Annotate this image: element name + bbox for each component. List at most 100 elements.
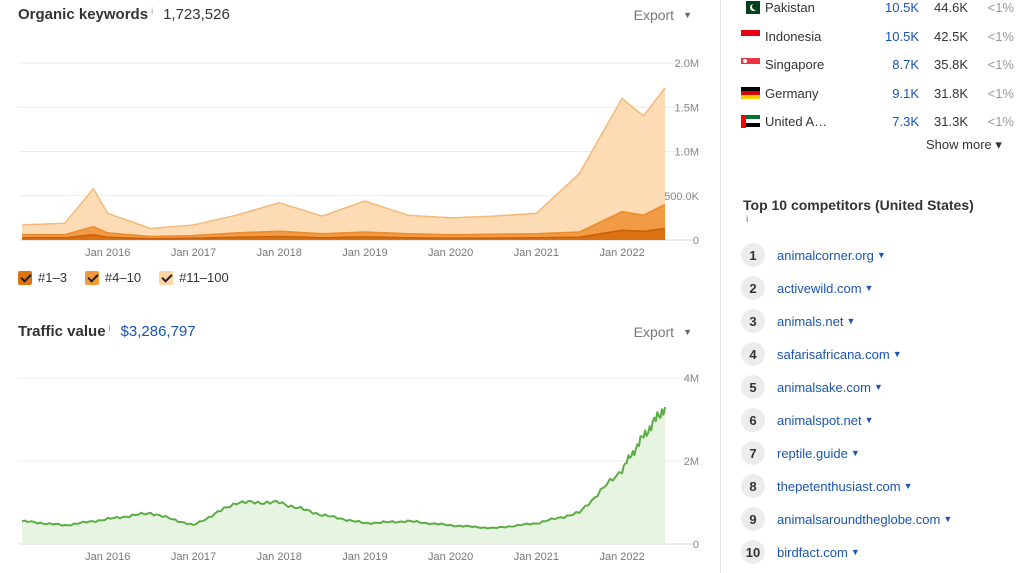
organic-keywords-value: 1,723,526 [163, 6, 230, 23]
legend-label: #1–3 [38, 270, 67, 285]
country-name: United A… [765, 113, 828, 129]
organic-x-tick-label: Jan 2016 [85, 247, 130, 259]
competitor-rank: 9 [741, 507, 765, 531]
chevron-down-icon[interactable]: ▼ [864, 415, 874, 425]
country-share: <1% [987, 0, 1014, 15]
traffic-value-header: Traffic value i $3,286,797 [18, 323, 196, 340]
traffic-y-tick-label: 4M [684, 373, 699, 385]
traffic-x-tick-label: Jan 2017 [171, 551, 216, 563]
competitor-domain-link[interactable]: animalcorner.org [777, 247, 874, 263]
competitor-row: 10 birdfact.com ▼ [741, 539, 860, 565]
traffic-value-title: Traffic value [18, 323, 106, 340]
country-keywords: 42.5K [934, 28, 968, 44]
series-4-10-line [22, 203, 666, 238]
show-more-button[interactable]: Show more ▾ [926, 137, 1002, 152]
competitor-row: 1 animalcorner.org ▼ [741, 242, 886, 268]
right-panel: Pakistan 10.5K 44.6K <1% Indonesia 10.5K 42.5K… [721, 0, 1024, 573]
competitor-row: 8 thepetenthusiast.com ▼ [741, 473, 913, 499]
traffic-x-tick-label: Jan 2018 [257, 551, 302, 563]
competitor-domain-link[interactable]: animalsake.com [777, 379, 871, 395]
traffic-y-tick-label: 0 [693, 539, 699, 551]
flag-icon-de [741, 86, 760, 100]
competitor-row: 6 animalspot.net ▼ [741, 407, 873, 433]
chevron-down-icon: ▼ [683, 327, 692, 337]
country-row: Indonesia 10.5K 42.5K <1% [741, 24, 1021, 48]
traffic-value-amount: $3,286,797 [120, 323, 196, 340]
traffic-export-button[interactable]: Export ▼ [634, 324, 692, 340]
chevron-down-icon[interactable]: ▼ [903, 481, 913, 491]
competitor-rank: 5 [741, 375, 765, 399]
legend-label: #11–100 [179, 270, 229, 285]
chevron-down-icon[interactable]: ▼ [846, 316, 856, 326]
organic-export-button[interactable]: Export ▼ [634, 7, 692, 23]
chevron-down-icon[interactable]: ▼ [892, 349, 902, 359]
competitor-rank: 8 [741, 474, 765, 498]
flag-icon-id [741, 29, 760, 43]
country-row: United A… 7.3K 31.3K <1% [741, 109, 1021, 133]
legend-item[interactable]: #1–3 [18, 270, 67, 285]
country-traffic[interactable]: 10.5K [885, 0, 919, 15]
organic-y-tick-label: 2.0M [675, 58, 699, 70]
chevron-down-icon[interactable]: ▼ [850, 448, 860, 458]
competitor-rank: 10 [741, 540, 765, 564]
competitor-rank: 7 [741, 441, 765, 465]
chevron-down-icon[interactable]: ▼ [876, 250, 886, 260]
country-traffic[interactable]: 7.3K [892, 113, 919, 129]
legend-label: #4–10 [104, 270, 142, 285]
competitor-domain-link[interactable]: reptile.guide [777, 445, 848, 461]
organic-keywords-header: Organic keywords i 1,723,526 [18, 6, 230, 23]
organic-y-tick-label: 500.0K [664, 191, 700, 203]
country-traffic[interactable]: 8.7K [892, 56, 919, 72]
legend-item[interactable]: #11–100 [159, 270, 229, 285]
country-keywords: 31.8K [934, 85, 968, 101]
organic-x-tick-label: Jan 2019 [342, 247, 387, 259]
organic-x-tick-label: Jan 2022 [600, 247, 645, 259]
competitor-domain-link[interactable]: animalspot.net [777, 412, 862, 428]
country-row: Singapore 8.7K 35.8K <1% [741, 52, 1021, 76]
competitor-row: 4 safarisafricana.com ▼ [741, 341, 902, 367]
organic-legend: #1–3 #4–10 #11–100 [18, 270, 247, 285]
competitor-domain-link[interactable]: safarisafricana.com [777, 346, 890, 362]
info-icon[interactable]: i [151, 6, 154, 16]
competitors-title: Top 10 competitors (United States) i [743, 197, 983, 233]
competitor-domain-link[interactable]: animals.net [777, 313, 844, 329]
chevron-down-icon[interactable]: ▼ [864, 283, 874, 293]
country-keywords: 31.3K [934, 113, 968, 129]
country-traffic[interactable]: 9.1K [892, 85, 919, 101]
competitor-row: 2 activewild.com ▼ [741, 275, 873, 301]
competitor-domain-link[interactable]: birdfact.com [777, 544, 848, 560]
competitor-rank: 1 [741, 243, 765, 267]
legend-item[interactable]: #4–10 [84, 270, 142, 285]
country-share: <1% [987, 56, 1014, 72]
organic-x-tick-label: Jan 2021 [514, 247, 559, 259]
competitor-domain-link[interactable]: thepetenthusiast.com [777, 478, 901, 494]
country-share: <1% [987, 85, 1014, 101]
flag-icon-sg [741, 57, 760, 71]
series-11-100-line [21, 87, 666, 230]
country-keywords: 35.8K [934, 56, 968, 72]
competitor-domain-link[interactable]: animalsaroundtheglobe.com [777, 511, 941, 527]
organic-y-tick-label: 1.0M [675, 147, 699, 159]
traffic-x-tick-label: Jan 2020 [428, 551, 473, 563]
chevron-down-icon[interactable]: ▼ [943, 514, 953, 524]
info-icon[interactable]: i [746, 214, 749, 224]
country-name: Indonesia [765, 28, 822, 44]
organic-x-tick-label: Jan 2018 [257, 247, 302, 259]
competitor-rank: 6 [741, 408, 765, 432]
legend-checkbox[interactable] [84, 270, 99, 285]
legend-checkbox[interactable] [18, 270, 32, 285]
competitor-domain-link[interactable]: activewild.com [777, 280, 862, 296]
legend-checkbox[interactable] [159, 270, 174, 285]
country-row: Germany 9.1K 31.8K <1% [741, 81, 1021, 105]
chevron-down-icon[interactable]: ▼ [850, 547, 860, 557]
country-row: Pakistan 10.5K 44.6K <1% [741, 0, 1021, 19]
info-icon[interactable]: i [108, 323, 111, 333]
traffic-x-tick-label: Jan 2021 [514, 551, 559, 563]
series-1-3-line [22, 227, 666, 240]
country-traffic[interactable]: 10.5K [885, 28, 919, 44]
country-keywords: 44.6K [934, 0, 968, 15]
chevron-down-icon: ▼ [683, 10, 692, 20]
organic-y-tick-label: 0 [693, 235, 699, 247]
organic-keywords-chart: 2.0M 1.5M 1.0M 500.0K 0 Jan 2016 Jan 2017 Jan 2… [18, 58, 700, 259]
chevron-down-icon[interactable]: ▼ [873, 382, 883, 392]
